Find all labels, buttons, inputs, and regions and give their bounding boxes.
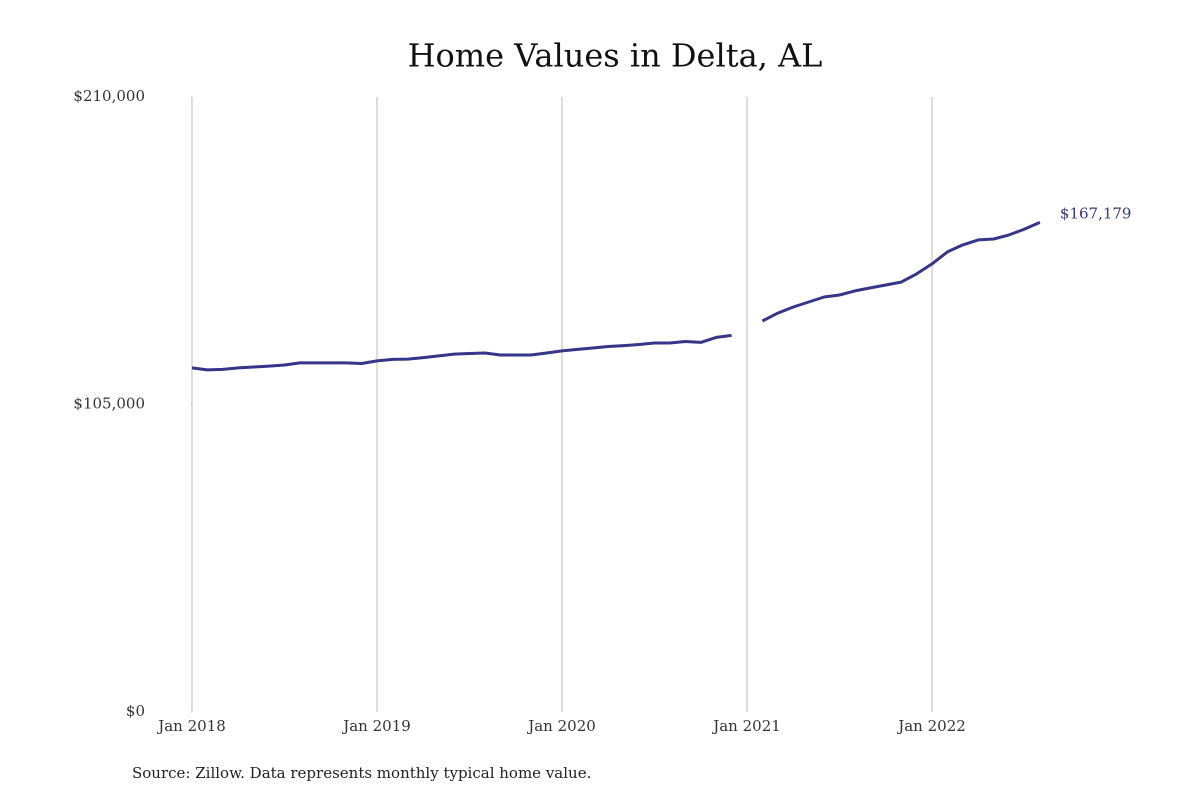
data-label: $167,179 — [1060, 204, 1132, 222]
y-tick-label: $210,000 — [73, 87, 145, 105]
x-tick-label: Jan 2021 — [711, 717, 781, 735]
chart-title: Home Values in Delta, AL — [408, 37, 823, 75]
y-tick-label: $105,000 — [73, 395, 145, 413]
series-line — [191, 221, 1041, 372]
x-tick-label: Jan 2020 — [526, 717, 596, 735]
x-tick-label: Jan 2019 — [341, 717, 411, 735]
source-note: Source: Zillow. Data represents monthly … — [132, 764, 591, 782]
x-tick-label: Jan 2022 — [896, 717, 966, 735]
x-tick-label: Jan 2018 — [156, 717, 226, 735]
y-tick-label: $0 — [126, 702, 145, 720]
